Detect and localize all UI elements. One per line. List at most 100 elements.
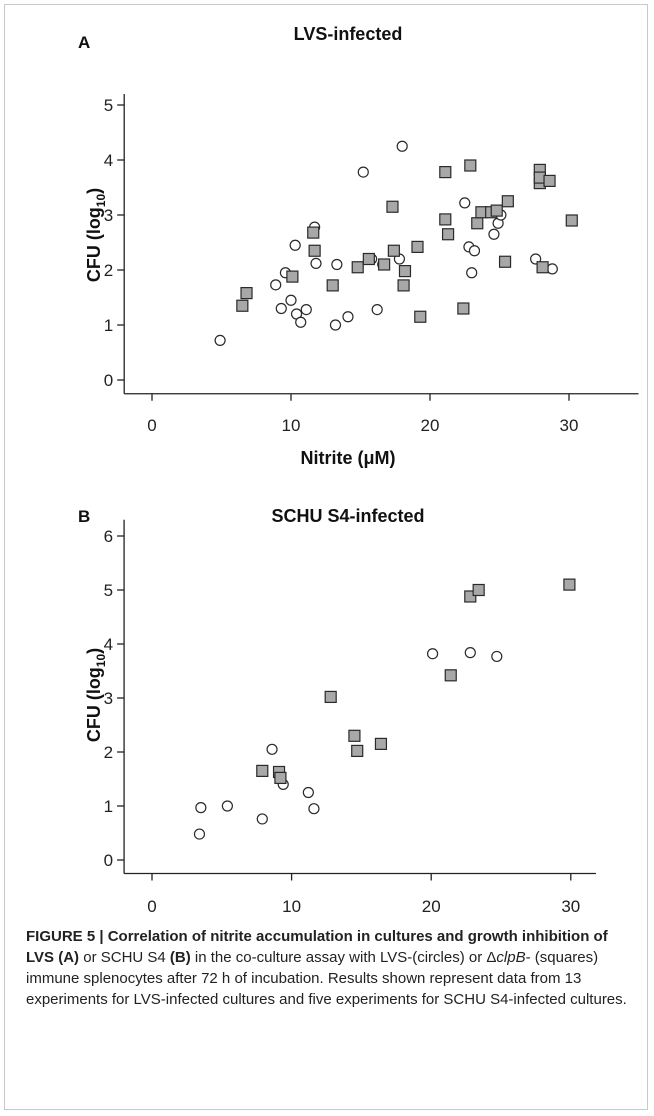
data-point-square bbox=[441, 228, 455, 241]
data-point-square bbox=[444, 669, 457, 682]
data-point-square bbox=[274, 771, 287, 785]
x-tick-label: 30 bbox=[560, 416, 579, 435]
y-tick-label: 3 bbox=[104, 689, 113, 708]
data-point-square bbox=[472, 583, 485, 597]
data-point-circle bbox=[396, 140, 408, 152]
data-point-square bbox=[397, 279, 410, 292]
x-tick-label: 20 bbox=[422, 897, 441, 916]
y-tick-label: 2 bbox=[104, 261, 113, 280]
data-point-square bbox=[439, 166, 452, 179]
data-point-circle bbox=[214, 334, 226, 346]
data-point-square bbox=[240, 287, 253, 300]
data-point-circle bbox=[285, 294, 297, 306]
y-tick-label: 0 bbox=[104, 371, 113, 390]
data-point-square bbox=[348, 729, 361, 742]
data-point-square bbox=[464, 159, 477, 172]
data-point-square bbox=[457, 302, 470, 315]
figure-frame bbox=[4, 4, 648, 1110]
data-point-circle bbox=[546, 263, 558, 275]
data-point-circle bbox=[371, 304, 383, 316]
y-tick-label: 2 bbox=[104, 743, 113, 762]
y-tick-label: 0 bbox=[104, 851, 113, 870]
data-point-square bbox=[236, 299, 249, 312]
x-tick-label: 20 bbox=[421, 416, 440, 435]
data-point-circle bbox=[270, 279, 282, 291]
data-point-square bbox=[362, 252, 375, 266]
figure-caption: FIGURE 5 | Correlation of nitrite accumu… bbox=[26, 926, 630, 1010]
data-point-circle bbox=[310, 257, 322, 269]
data-point-circle bbox=[221, 800, 233, 812]
data-point-square bbox=[387, 244, 400, 257]
y-tick-label: 5 bbox=[104, 581, 113, 600]
data-point-square bbox=[374, 737, 388, 751]
x-tick-label: 10 bbox=[282, 897, 301, 916]
data-point-square bbox=[439, 213, 452, 226]
y-axis-label: CFU (log10) bbox=[84, 188, 108, 282]
data-point-circle bbox=[331, 258, 343, 271]
caption-mid2: in the co-culture assay with LVS-(circle… bbox=[190, 949, 497, 966]
caption-gene: clpB bbox=[496, 949, 526, 966]
y-tick-label: 4 bbox=[104, 635, 113, 654]
data-point-circle bbox=[466, 267, 478, 279]
y-tick-label: 1 bbox=[104, 797, 113, 816]
data-point-square bbox=[386, 200, 399, 213]
data-point-square bbox=[411, 240, 424, 253]
data-point-circle bbox=[195, 802, 207, 814]
x-tick-label: 30 bbox=[561, 897, 580, 916]
panel-label: A bbox=[78, 33, 90, 52]
y-tick-label: 4 bbox=[104, 151, 113, 170]
data-point-square bbox=[464, 590, 477, 603]
caption-lead: FIGURE 5 | Correlation of nitrite accumu… bbox=[26, 928, 608, 966]
y-axis-label-close: ) bbox=[84, 648, 104, 654]
data-point-circle bbox=[300, 304, 312, 316]
data-point-square bbox=[498, 255, 512, 268]
data-point-square bbox=[414, 310, 427, 323]
x-tick-label: 0 bbox=[147, 897, 156, 916]
y-tick-label: 1 bbox=[104, 316, 113, 335]
data-point-circle bbox=[491, 650, 503, 663]
data-point-square bbox=[543, 174, 556, 187]
data-point-square bbox=[326, 279, 339, 292]
caption-rest: - (squares) immune splenocytes after 72 … bbox=[26, 949, 627, 1008]
data-point-square bbox=[398, 265, 412, 278]
data-point-circle bbox=[464, 647, 476, 659]
data-point-square bbox=[471, 217, 484, 230]
chart-title: LVS-infected bbox=[294, 24, 403, 44]
caption-lead-text: FIGURE 5 | Correlation of nitrite accumu… bbox=[26, 928, 608, 966]
data-point-circle bbox=[426, 648, 439, 660]
y-tick-label: 6 bbox=[104, 527, 113, 546]
caption-panel-a-ref: (A) bbox=[58, 949, 80, 966]
y-axis-label-main: CFU (log bbox=[84, 207, 104, 282]
data-point-circle bbox=[357, 166, 369, 178]
data-point-square bbox=[378, 258, 391, 271]
data-point-circle bbox=[295, 316, 307, 328]
panel-label: B bbox=[78, 507, 90, 526]
data-point-circle bbox=[289, 239, 301, 251]
data-point-circle bbox=[308, 803, 320, 815]
data-point-circle bbox=[302, 786, 314, 799]
data-point-square bbox=[307, 226, 320, 239]
caption-panel-b-ref: (B) bbox=[169, 949, 191, 966]
data-point-circle bbox=[266, 743, 278, 755]
data-point-square bbox=[351, 744, 364, 758]
data-point-square bbox=[501, 195, 514, 208]
data-point-circle bbox=[193, 828, 206, 840]
data-point-circle bbox=[488, 228, 500, 240]
data-point-circle bbox=[275, 302, 287, 315]
data-point-square bbox=[565, 214, 578, 227]
x-tick-label: 0 bbox=[147, 416, 156, 435]
y-tick-label: 5 bbox=[104, 96, 113, 115]
data-point-square bbox=[490, 204, 503, 217]
data-point-square bbox=[536, 261, 549, 274]
data-point-circle bbox=[468, 245, 481, 257]
data-point-square bbox=[324, 690, 337, 704]
data-point-square bbox=[308, 244, 321, 257]
x-axis-label: Nitrite (μM) bbox=[300, 448, 395, 468]
chart-title: SCHU S4-infected bbox=[271, 506, 424, 526]
data-point-square bbox=[286, 270, 299, 283]
y-axis-label-subscript: 10 bbox=[94, 654, 108, 668]
data-point-circle bbox=[342, 311, 354, 323]
y-axis-label-subscript: 10 bbox=[94, 194, 108, 208]
